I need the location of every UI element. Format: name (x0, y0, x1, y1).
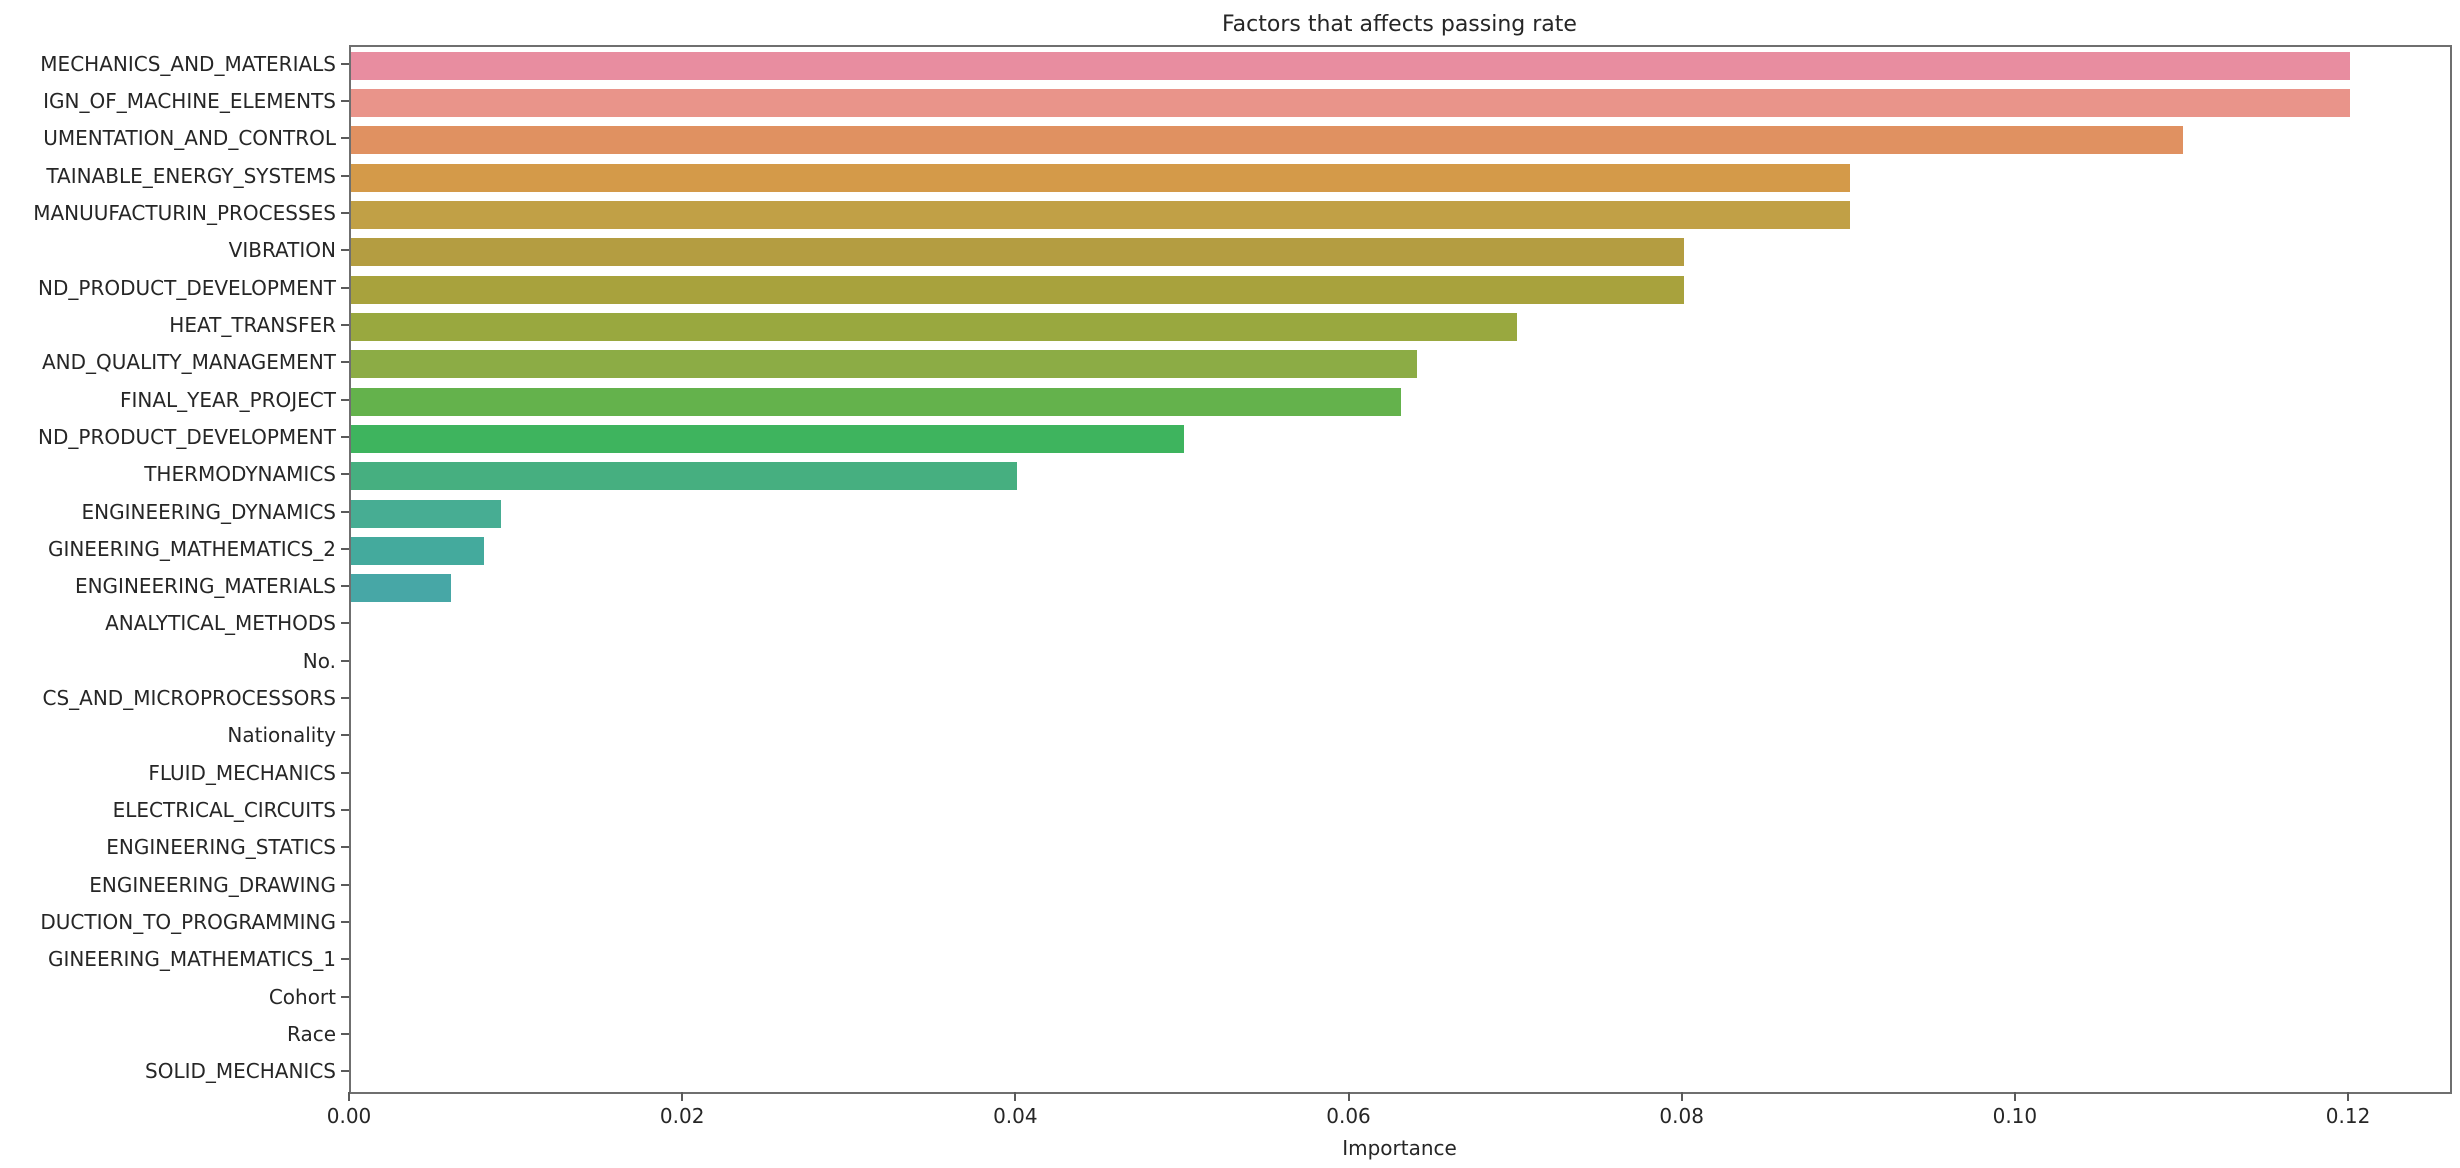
x-axis-label: Importance (1342, 1136, 1457, 1160)
y-axis-label: AND_QUALITY_MANAGEMENT (41, 350, 336, 375)
bar (351, 350, 1418, 379)
bar (351, 163, 1851, 192)
bar (351, 424, 1184, 453)
y-tick-mark (341, 622, 349, 625)
y-tick-mark (341, 249, 349, 252)
chart-title: Factors that affects passing rate (1222, 12, 1577, 37)
bar (351, 238, 1684, 267)
bar (351, 51, 2351, 80)
y-tick-mark (341, 771, 349, 774)
bar (351, 462, 1018, 491)
y-axis-label: DUCTION_TO_PROGRAMMING (40, 910, 336, 935)
bar (351, 126, 2184, 155)
x-tick-mark (348, 1092, 350, 1101)
y-axis-label: THERMODYNAMICS (144, 462, 336, 487)
y-axis-label: GINEERING_MATHEMATICS_2 (47, 536, 336, 561)
y-tick-mark (341, 99, 349, 102)
y-axis-label: SOLID_MECHANICS (145, 1059, 336, 1084)
y-axis-label: Race (286, 1022, 336, 1047)
y-tick-mark (341, 921, 349, 924)
y-axis-label: Cohort (268, 984, 336, 1009)
y-axis-label: ENGINEERING_MATERIALS (74, 574, 336, 599)
y-axis-label: UMENTATION_AND_CONTROL (43, 126, 336, 151)
y-tick-mark (341, 286, 349, 289)
y-tick-mark (341, 361, 349, 364)
y-tick-mark (341, 995, 349, 998)
y-axis-label: ENGINEERING_DYNAMICS (81, 499, 336, 524)
plot-area (349, 45, 2452, 1094)
y-axis-label: GINEERING_MATHEMATICS_1 (47, 947, 336, 972)
bar (351, 499, 501, 528)
bar (351, 574, 451, 603)
y-tick-mark (341, 697, 349, 700)
bar (351, 387, 1401, 416)
x-tick-mark (1680, 1092, 1683, 1101)
y-tick-mark (341, 883, 349, 886)
y-axis-label: HEAT_TRANSFER (169, 312, 336, 337)
y-tick-mark (341, 435, 349, 438)
bar (351, 312, 1518, 341)
y-axis-label: MECHANICS_AND_MATERIALS (40, 51, 336, 76)
x-tick-mark (681, 1092, 684, 1101)
y-tick-mark (341, 323, 349, 326)
x-tick-label: 0.04 (993, 1104, 1038, 1128)
bar (351, 275, 1684, 304)
x-tick-label: 0.08 (1659, 1104, 1704, 1128)
y-axis-label: ND_PRODUCT_DEVELOPMENT (38, 424, 336, 449)
y-axis-label: ENGINEERING_STATICS (106, 835, 336, 860)
y-axis-label: FLUID_MECHANICS (148, 760, 336, 785)
x-tick-label: 0.00 (326, 1104, 372, 1128)
y-tick-mark (341, 846, 349, 849)
x-tick-mark (1014, 1092, 1017, 1101)
x-tick-label: 0.02 (659, 1104, 705, 1128)
x-tick-label: 0.10 (1992, 1104, 2038, 1128)
y-tick-mark (341, 734, 349, 737)
y-axis-label: VIBRATION (228, 238, 336, 263)
y-tick-mark (341, 211, 349, 214)
y-tick-mark (341, 510, 349, 513)
x-tick-mark (2013, 1092, 2016, 1101)
y-axis-label: FINAL_YEAR_PROJECT (119, 387, 336, 412)
x-tick-label: 0.06 (1326, 1104, 1371, 1128)
y-axis-label: ENGINEERING_DRAWING (89, 872, 336, 897)
y-tick-mark (341, 585, 349, 588)
bar (351, 88, 2351, 117)
y-axis-label: ELECTRICAL_CIRCUITS (112, 798, 336, 823)
x-tick-mark (2347, 1092, 2350, 1101)
y-axis-label: ANALYTICAL_METHODS (105, 611, 336, 636)
y-axis-label: ND_PRODUCT_DEVELOPMENT (38, 275, 336, 300)
y-tick-mark (341, 62, 349, 65)
y-tick-mark (341, 809, 349, 812)
y-tick-mark (341, 1033, 349, 1036)
y-tick-mark (341, 137, 349, 140)
y-axis-label: MANUUFACTURIN_PROCESSES (33, 200, 336, 225)
x-tick-mark (1347, 1092, 1350, 1101)
x-tick-label: 0.12 (2325, 1104, 2371, 1128)
y-tick-mark (341, 958, 349, 961)
y-axis-label: CS_AND_MICROPROCESSORS (42, 686, 337, 711)
y-axis-label: TAINABLE_ENERGY_SYSTEMS (46, 163, 336, 188)
y-tick-mark (341, 398, 349, 401)
y-tick-mark (341, 473, 349, 476)
y-tick-mark (341, 547, 349, 550)
bar (351, 536, 485, 565)
y-axis-label: No. (302, 648, 336, 673)
y-tick-mark (341, 1070, 349, 1073)
bar (351, 200, 1851, 229)
y-axis-label: IGN_OF_MACHINE_ELEMENTS (43, 88, 336, 113)
y-tick-mark (341, 659, 349, 662)
y-axis-label: Nationality (227, 723, 336, 748)
y-tick-mark (341, 174, 349, 177)
